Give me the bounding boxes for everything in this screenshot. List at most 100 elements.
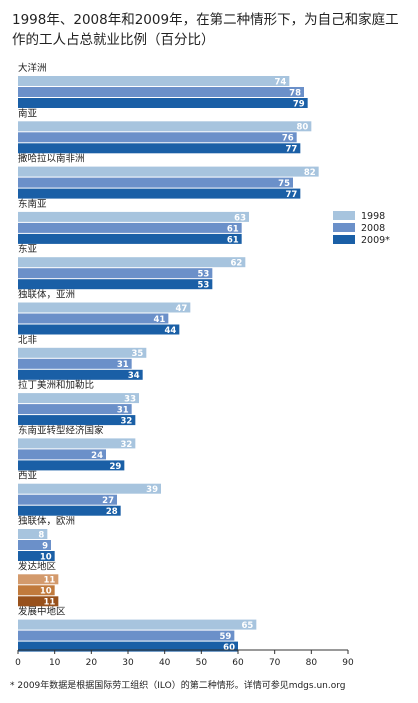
bar xyxy=(18,529,48,539)
bar xyxy=(18,483,161,494)
x-tick-label: 30 xyxy=(122,658,134,668)
bar-value-label: 9 xyxy=(42,541,48,551)
bar-value-label: 34 xyxy=(128,371,140,381)
bar xyxy=(18,347,147,358)
bar xyxy=(18,76,290,86)
bar xyxy=(18,540,51,550)
bar-value-label: 32 xyxy=(120,417,132,427)
bar xyxy=(18,98,308,108)
bar-value-label: 77 xyxy=(285,190,297,200)
bar-value-label: 76 xyxy=(282,134,294,144)
bar xyxy=(18,177,293,188)
bar xyxy=(18,268,213,279)
bar-value-label: 78 xyxy=(289,88,301,98)
bar xyxy=(18,630,235,641)
chart-title-line: 1998年、2008年和2009年，在第二种情形下，为自己和家庭工 xyxy=(12,11,399,28)
bar xyxy=(18,188,301,199)
category-label: 拉丁美洲和加勒比 xyxy=(18,379,94,391)
bar-value-label: 31 xyxy=(117,406,129,416)
bar-value-label: 61 xyxy=(227,224,239,234)
bar xyxy=(18,233,242,244)
bar-value-label: 79 xyxy=(293,99,305,109)
bar-value-label: 10 xyxy=(40,552,52,562)
bar xyxy=(18,641,238,652)
bar-value-label: 41 xyxy=(153,315,165,325)
bar-value-label: 39 xyxy=(146,485,158,495)
footnote: * 2009年数据是根据国际劳工组织（ILO）的第二种情形。详情可参见mdgs.… xyxy=(10,679,345,691)
category-label: 大洋洲 xyxy=(18,62,47,74)
legend-swatch xyxy=(333,235,355,244)
bar xyxy=(18,393,139,404)
x-tick-label: 20 xyxy=(86,658,98,668)
bar-value-label: 63 xyxy=(234,213,246,223)
bar xyxy=(18,143,301,154)
bar-value-label: 62 xyxy=(230,259,242,269)
bar-value-label: 24 xyxy=(91,451,103,461)
x-tick-label: 10 xyxy=(49,658,61,668)
bar-value-label: 33 xyxy=(124,395,136,405)
bar-value-label: 11 xyxy=(43,576,55,586)
bar-value-label: 60 xyxy=(223,643,235,653)
bar-value-label: 82 xyxy=(304,168,316,178)
bar-value-label: 44 xyxy=(164,326,176,336)
bar-value-label: 61 xyxy=(227,235,239,245)
category-label: 东亚 xyxy=(18,243,38,255)
x-tick-label: 0 xyxy=(15,658,21,668)
bar xyxy=(18,211,249,222)
bar-value-label: 11 xyxy=(43,598,55,608)
bar xyxy=(18,438,136,449)
category-label: 东南亚转型经济国家 xyxy=(18,424,104,436)
category-label: 独联体，亚洲 xyxy=(18,289,75,301)
legend-swatch xyxy=(333,223,355,232)
x-tick-label: 50 xyxy=(196,658,208,668)
bar xyxy=(18,449,106,460)
category-label: 北非 xyxy=(18,334,38,346)
bar-value-label: 75 xyxy=(278,179,290,189)
bar xyxy=(18,257,246,268)
bar xyxy=(18,619,257,630)
legend-label: 2009* xyxy=(361,235,390,246)
bar-value-label: 80 xyxy=(296,123,308,133)
bar-value-label: 29 xyxy=(109,462,121,472)
bar xyxy=(18,494,117,505)
bar-value-label: 59 xyxy=(219,632,231,642)
bar xyxy=(18,87,304,97)
category-label: 西亚 xyxy=(18,471,38,482)
legend-label: 1998 xyxy=(361,211,385,222)
bar xyxy=(18,585,55,596)
bar-value-label: 74 xyxy=(274,77,286,87)
bar-value-label: 35 xyxy=(131,349,143,359)
bar xyxy=(18,415,136,426)
x-tick-label: 80 xyxy=(306,658,318,668)
bar xyxy=(18,596,59,607)
bar xyxy=(18,302,191,313)
bar xyxy=(18,166,319,177)
category-label: 南亚 xyxy=(18,107,38,119)
chart-title-line: 作的工人占总就业比例（百分比） xyxy=(12,32,215,48)
x-tick-label: 40 xyxy=(159,658,171,668)
bar xyxy=(18,324,180,335)
bar xyxy=(18,505,121,516)
bar-value-label: 28 xyxy=(106,507,118,517)
bar xyxy=(18,574,59,585)
bar-value-label: 77 xyxy=(285,145,297,155)
bar xyxy=(18,460,125,471)
bar-value-label: 47 xyxy=(175,304,187,314)
bar xyxy=(18,132,297,143)
legend-label: 2008 xyxy=(361,223,385,234)
bar-value-label: 53 xyxy=(197,270,209,280)
bar xyxy=(18,279,213,290)
bar-value-label: 27 xyxy=(102,496,114,506)
category-label: 撒哈拉以南非洲 xyxy=(18,153,85,165)
x-tick-label: 90 xyxy=(342,658,354,668)
bar-value-label: 10 xyxy=(40,587,52,597)
bar xyxy=(18,313,169,324)
bar xyxy=(18,121,312,132)
bar-value-label: 53 xyxy=(197,281,209,291)
category-label: 发展中地区 xyxy=(18,606,66,618)
bar-value-label: 8 xyxy=(38,530,44,540)
bar-value-label: 32 xyxy=(120,440,132,450)
bar xyxy=(18,222,242,233)
